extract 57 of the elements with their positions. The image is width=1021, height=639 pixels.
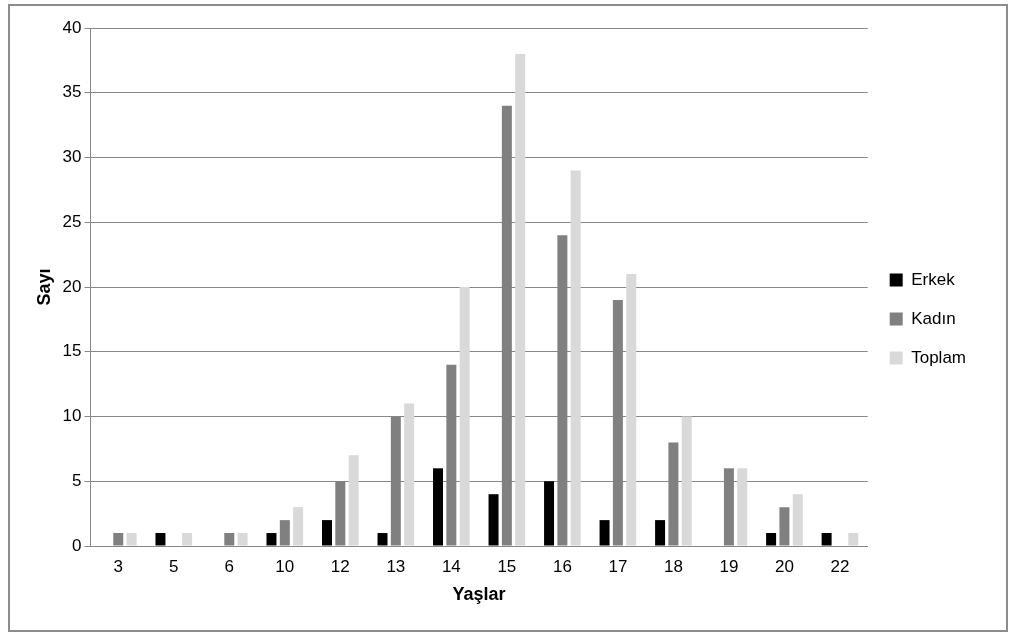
y-tick-label: 0 (72, 535, 82, 555)
x-tick-label: 5 (169, 556, 179, 576)
x-tick-label: 14 (441, 556, 461, 576)
x-tick-label: 20 (774, 556, 794, 576)
y-axis-title: Sayı (33, 268, 54, 306)
bar (488, 494, 499, 546)
bar (737, 468, 748, 546)
y-tick-label: 40 (62, 17, 82, 37)
x-tick-label: 17 (608, 556, 628, 576)
x-tick-label: 15 (497, 556, 517, 576)
y-tick-label: 25 (62, 211, 82, 231)
y-tick-label: 30 (62, 147, 82, 167)
x-tick-label: 16 (552, 556, 572, 576)
x-tick-label: 6 (224, 556, 235, 576)
bar (113, 533, 124, 546)
bar (377, 533, 388, 546)
bar (821, 533, 832, 546)
x-axis-title: Yaşlar (452, 584, 506, 605)
y-tick-label: 15 (62, 341, 82, 361)
bar (126, 533, 137, 546)
x-tick-label: 19 (719, 556, 739, 576)
bar (626, 274, 637, 546)
bar (766, 533, 777, 546)
legend-label: Kadın (911, 308, 956, 328)
y-tick-label: 5 (72, 470, 82, 490)
legend-label: Erkek (911, 269, 956, 289)
bar (155, 533, 166, 546)
legend-label: Toplam (911, 347, 967, 367)
bar (322, 520, 332, 546)
bar (570, 170, 581, 546)
bar (266, 533, 277, 546)
bar (293, 507, 304, 546)
x-tick-label: 10 (275, 556, 295, 576)
bar (433, 468, 444, 546)
bar (792, 494, 803, 546)
bar (404, 403, 415, 546)
x-tick-label: 12 (330, 556, 350, 576)
bar (224, 533, 235, 546)
bar (182, 533, 193, 546)
bar (599, 520, 610, 546)
bar (348, 455, 359, 546)
x-tick-label: 3 (113, 556, 123, 576)
y-tick-label: 20 (62, 276, 82, 296)
bar (515, 53, 526, 546)
bar (655, 520, 666, 546)
x-tick-label: 18 (663, 556, 683, 576)
bar (544, 481, 555, 546)
x-tick-label: 22 (830, 556, 850, 576)
bar (237, 533, 248, 546)
y-tick-label: 35 (62, 82, 82, 102)
y-tick-label: 10 (62, 406, 82, 426)
bar (459, 287, 470, 546)
bar (779, 507, 790, 546)
x-tick-label: 13 (386, 556, 406, 576)
bar (848, 533, 859, 546)
bar (279, 520, 290, 546)
bar (681, 416, 692, 546)
